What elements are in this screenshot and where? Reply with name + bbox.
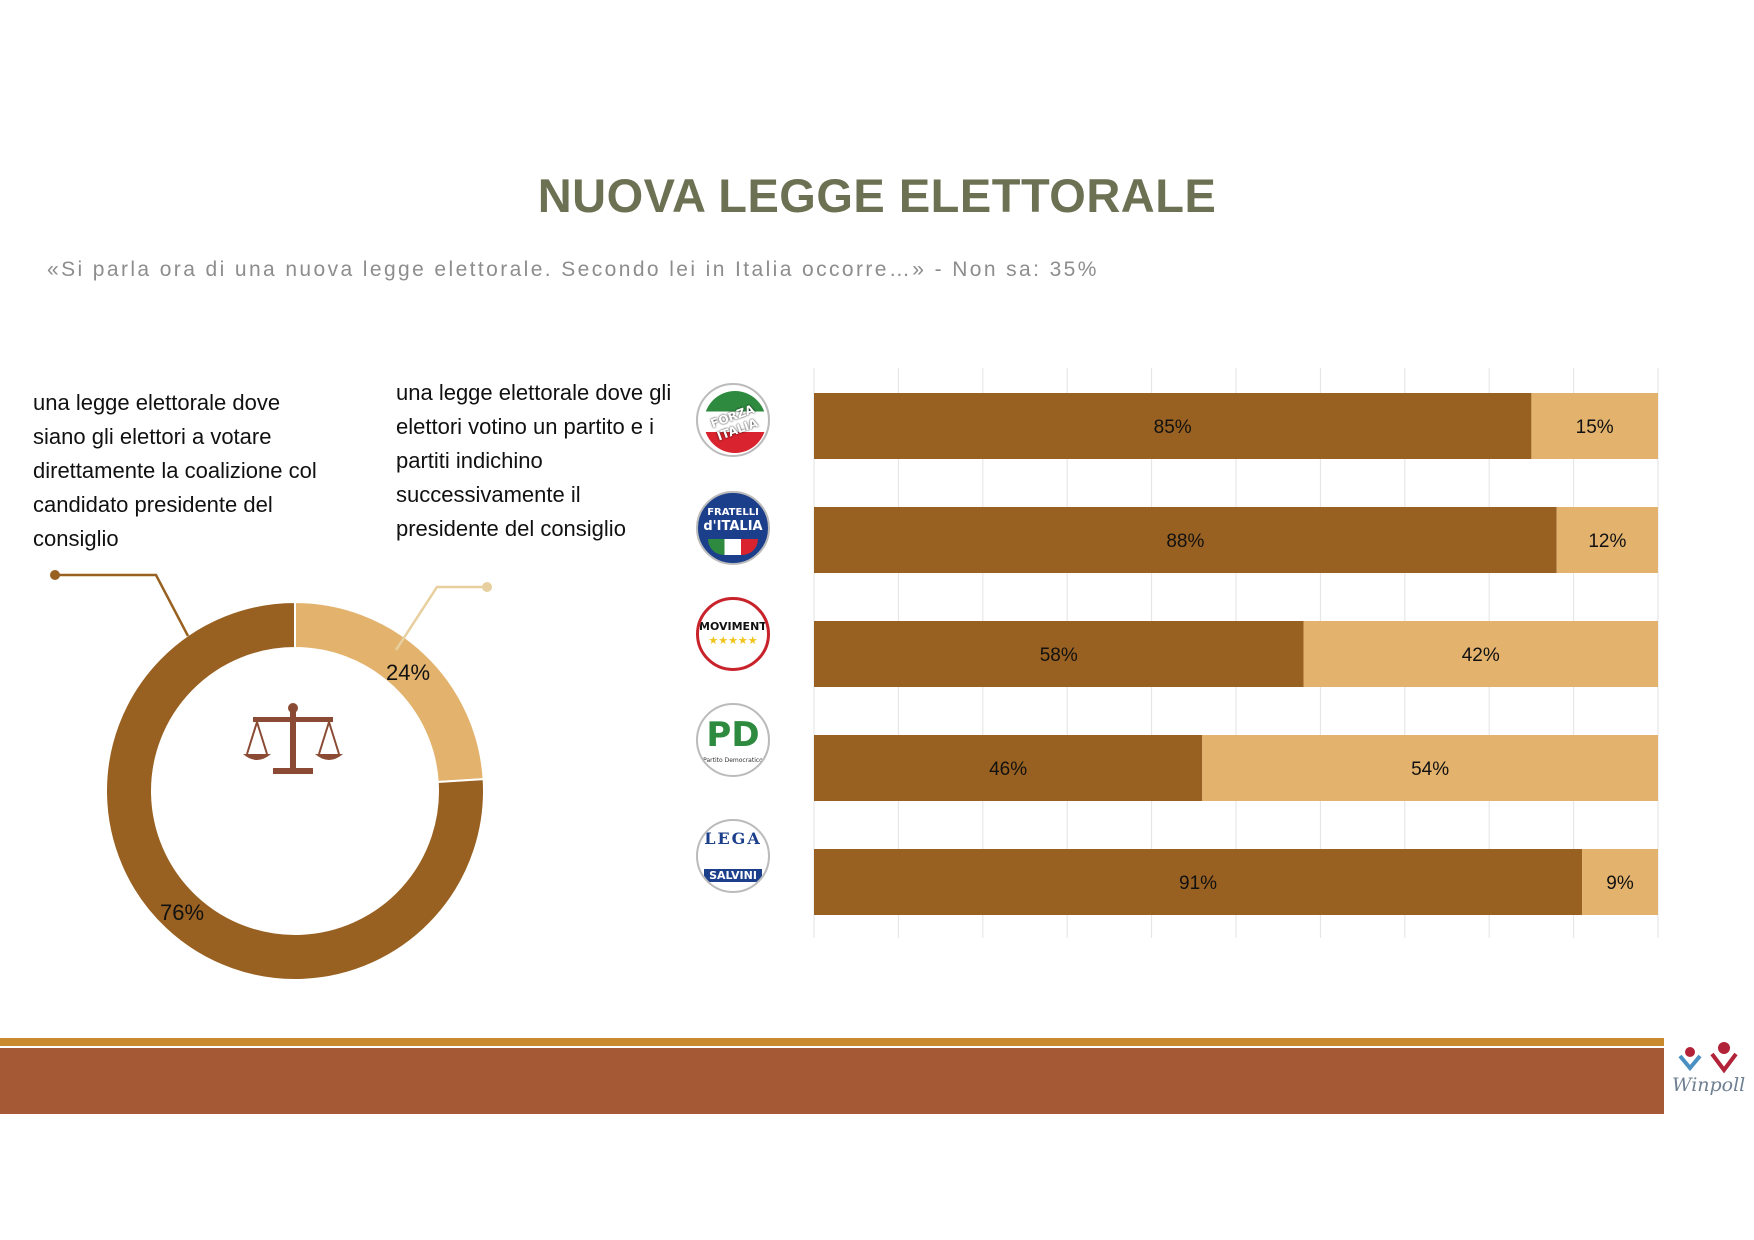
bar-segment-party-4: [1582, 849, 1658, 915]
bar-segment-direct-0: [814, 393, 1532, 459]
bar-label-direct-0: 85%: [1154, 417, 1192, 438]
leader-line-party-vote: [394, 585, 487, 651]
bar-label-party-3: 54%: [1411, 759, 1449, 780]
leader-line-direct-vote: [55, 573, 190, 637]
bar-segment-direct-4: [814, 849, 1583, 915]
fratelli-ditalia-logo: FRATELLI d'ITALIA: [696, 491, 770, 565]
party-bar-chart: 85% 15% 88% 12% 58% 42% 46% 54% 91% 9%: [813, 368, 1659, 938]
lega-salvini-logo: LEGA SALVINI: [696, 819, 770, 893]
leader-dot-party-vote: [482, 582, 492, 592]
bar-segment-direct-2: [814, 621, 1304, 687]
question-subtitle: «Si parla ora di una nuova legge elettor…: [47, 258, 1099, 281]
donut-slice-direct-vote: [105, 600, 485, 981]
bar-label-direct-3: 46%: [989, 759, 1027, 780]
donut-legend-party-vote: una legge elettorale dove gli elettori v…: [396, 380, 672, 541]
leader-dot-direct-vote: [50, 570, 60, 580]
bar-label-party-2: 42%: [1462, 645, 1500, 666]
page-title: NUOVA LEGGE ELETTORALE: [537, 169, 1217, 222]
bar-segment-party-0: [1531, 393, 1658, 459]
bar-label-party-0: 15%: [1576, 417, 1614, 438]
bar-label-direct-4: 91%: [1179, 873, 1217, 894]
movimento-5-stelle-logo: MOVIMENTO ★★★★★: [696, 597, 770, 671]
footer-accent-bar: [0, 1038, 1664, 1046]
winpoll-logo: Winpoll: [1666, 1034, 1754, 1114]
bar-segment-party-1: [1556, 507, 1658, 573]
donut-chart: 24% 76%: [50, 570, 492, 981]
winpoll-figures-icon: [1678, 1042, 1738, 1074]
bar-label-party-4: 9%: [1606, 873, 1634, 894]
donut-label-party-vote: 24%: [386, 660, 430, 685]
forza-italia-logo: FORZA ITALIA: [696, 383, 770, 457]
bar-segment-direct-1: [814, 507, 1557, 573]
donut-label-direct-vote: 76%: [160, 900, 204, 925]
bar-label-direct-2: 58%: [1040, 645, 1078, 666]
bar-segment-direct-3: [814, 735, 1203, 801]
footer-bar: [0, 1048, 1664, 1114]
partito-democratico-logo: PD Partito Democratico: [696, 703, 770, 777]
bar-label-party-1: 12%: [1588, 531, 1626, 552]
scales-of-justice-icon: [243, 703, 343, 774]
bar-label-direct-1: 88%: [1166, 531, 1204, 552]
donut-legend-direct-vote: una legge elettorale dove siano gli elet…: [33, 390, 317, 551]
bar-segment-party-3: [1202, 735, 1658, 801]
bar-segment-party-2: [1303, 621, 1658, 687]
